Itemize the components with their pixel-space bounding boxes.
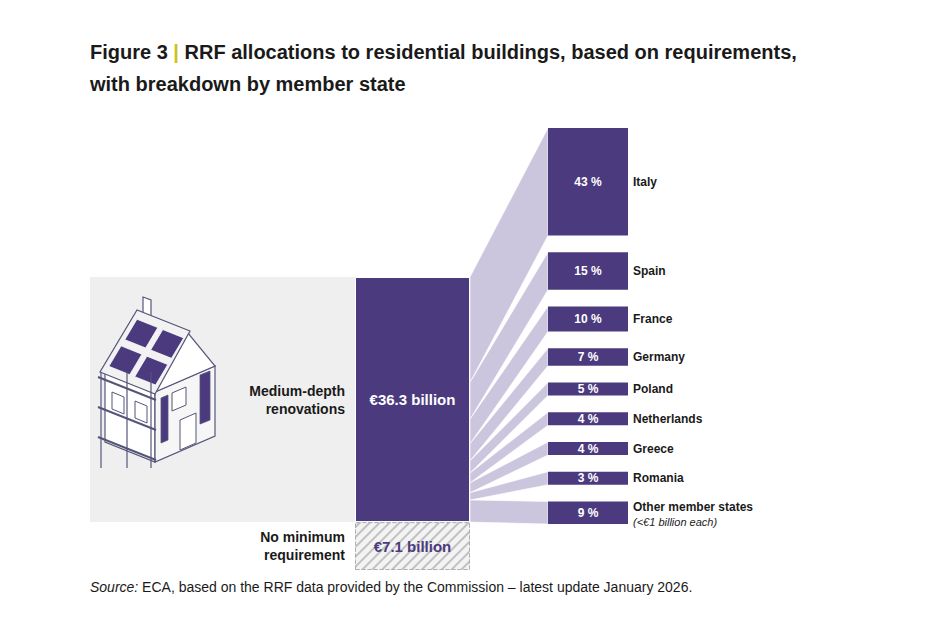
svg-text:France: France — [633, 312, 673, 326]
svg-text:Poland: Poland — [633, 382, 673, 396]
svg-text:€7.1 billion: €7.1 billion — [374, 538, 452, 555]
svg-text:Italy: Italy — [633, 175, 657, 189]
svg-text:Source:: Source: — [90, 579, 138, 595]
svg-text:No minimum: No minimum — [260, 529, 345, 545]
svg-text:requirement: requirement — [264, 547, 345, 563]
svg-text:ECA, based on the RRF data pro: ECA, based on the RRF data provided by t… — [138, 579, 692, 595]
svg-text:10 %: 10 % — [574, 312, 602, 326]
svg-text:Germany: Germany — [633, 350, 685, 364]
svg-text:renovations: renovations — [266, 401, 346, 417]
svg-text:3 %: 3 % — [578, 471, 599, 485]
svg-text:7 %: 7 % — [578, 350, 599, 364]
svg-text:4 %: 4 % — [578, 442, 599, 456]
svg-text:Other member states: Other member states — [633, 500, 753, 514]
svg-text:43 %: 43 % — [574, 175, 602, 189]
svg-text:9 %: 9 % — [578, 506, 599, 520]
svg-text:with breakdown by member state: with breakdown by member state — [89, 73, 406, 95]
svg-text:Figure 3: Figure 3 — [90, 41, 173, 63]
svg-text:Greece: Greece — [633, 442, 674, 456]
svg-text:Spain: Spain — [633, 264, 666, 278]
svg-text:€36.3 billion: €36.3 billion — [370, 391, 456, 408]
svg-text:Medium-depth: Medium-depth — [249, 383, 345, 399]
svg-text:RRF allocations to residential: RRF allocations to residential buildings… — [179, 41, 797, 63]
svg-text:Netherlands: Netherlands — [633, 412, 703, 426]
svg-text:4 %: 4 % — [578, 412, 599, 426]
svg-text:5 %: 5 % — [578, 382, 599, 396]
svg-text:Romania: Romania — [633, 471, 684, 485]
svg-text:15 %: 15 % — [574, 264, 602, 278]
svg-text:(<€1 billion each): (<€1 billion each) — [633, 516, 717, 528]
